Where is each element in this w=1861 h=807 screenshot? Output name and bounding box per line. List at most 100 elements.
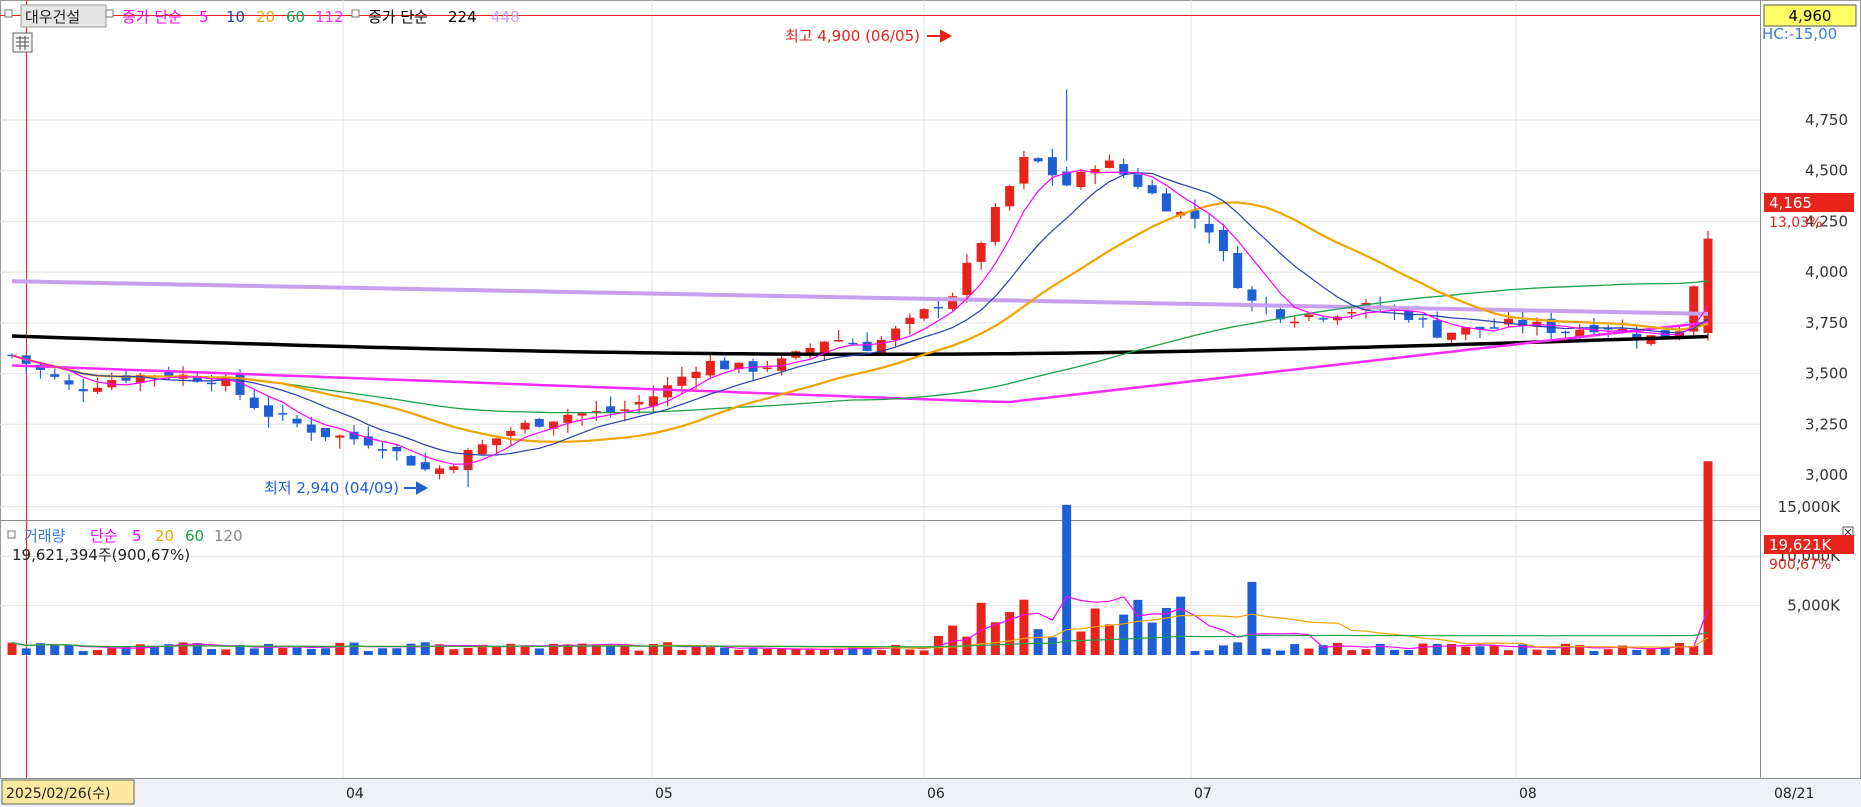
volume-bar	[1489, 645, 1499, 655]
candle-body	[264, 405, 274, 417]
candle-body	[1047, 157, 1057, 176]
candle-body	[1318, 318, 1328, 320]
volume-bar	[449, 649, 459, 655]
volume-bar	[819, 649, 829, 655]
volume-bar	[1560, 643, 1570, 655]
volume-bar	[1589, 651, 1599, 655]
candle-body	[819, 341, 829, 353]
candle-body	[549, 421, 559, 429]
volume-bar	[691, 646, 701, 655]
candle-body	[278, 413, 288, 415]
volume-bar	[7, 642, 17, 655]
candle-body	[1432, 320, 1442, 338]
candle-body	[1275, 309, 1285, 320]
candle-body	[506, 430, 516, 436]
top-price-badge	[1763, 4, 1857, 27]
candle-body	[1005, 186, 1015, 207]
candle-body	[1347, 312, 1357, 314]
candle-body	[492, 438, 502, 446]
volume-ma-label: 단순	[90, 527, 118, 545]
candle-body	[976, 242, 986, 262]
ma5-line	[11, 169, 1709, 465]
vol-ma60-period: 60	[185, 527, 204, 545]
current-volume-text: 19,621,394주(900,67%)	[12, 546, 190, 564]
right-badges: 4,960 HC:-15,00 4,165 13,03% 19,621K 900…	[1762, 4, 1857, 573]
candle-body	[463, 450, 473, 471]
candle-body	[520, 422, 530, 430]
volume-bar	[36, 643, 46, 655]
price-tick-label: 4,000	[1805, 263, 1848, 281]
moving-average-lines	[11, 169, 1709, 465]
volume-bar	[933, 635, 943, 655]
vol-ma120-period: 120	[214, 527, 243, 545]
volume-bar	[506, 643, 516, 655]
volume-label: 거래량	[24, 527, 66, 545]
volume-toggle-icon[interactable]	[7, 530, 16, 539]
candle-body	[1575, 329, 1585, 337]
ma-label: 종가 단순	[122, 8, 182, 26]
price-tick-label: 4,750	[1805, 111, 1848, 129]
ma-toggle-icon[interactable]	[105, 9, 114, 18]
high-annotation: 최고 4,900 (06/05)	[785, 27, 953, 45]
volume-bar	[976, 602, 986, 655]
volume-bar	[720, 647, 730, 655]
candle-body	[349, 431, 359, 440]
ma448-period: 448	[491, 8, 520, 26]
ma-long-toggle-icon[interactable]	[351, 9, 360, 18]
candle-body	[1503, 318, 1513, 325]
volume-tick-label: 15,000K	[1778, 498, 1841, 516]
volume-bar	[620, 645, 630, 655]
candle-body	[577, 413, 587, 416]
candle-body	[78, 389, 88, 392]
volume-bar	[876, 650, 886, 655]
volume-bar	[335, 642, 345, 655]
vol-ma20-period: 20	[155, 527, 174, 545]
volume-bar	[1119, 614, 1129, 655]
candle-body	[905, 317, 915, 324]
candle-body	[948, 296, 958, 310]
volume-bar	[534, 648, 544, 655]
legend-toggle-icon[interactable]	[4, 9, 13, 18]
candle-body	[563, 414, 573, 423]
candle-body	[1190, 210, 1200, 219]
candle-body	[876, 339, 886, 354]
volume-bar	[1674, 643, 1684, 655]
candle-body	[363, 436, 373, 446]
candle-body	[207, 382, 217, 385]
candle-body	[648, 396, 658, 407]
candle-body	[1560, 331, 1570, 334]
volume-bar	[406, 643, 416, 655]
time-axis-bg	[0, 778, 1861, 807]
candle-body	[1076, 171, 1086, 188]
candle-body	[1161, 193, 1171, 212]
volume-bar	[1703, 461, 1713, 655]
volume-bar	[178, 642, 188, 655]
high-arrow-icon	[927, 29, 953, 43]
price-tick-label: 3,250	[1805, 415, 1848, 433]
volume-bar	[1218, 645, 1228, 655]
volume-bar	[762, 648, 772, 655]
candle-body	[1632, 333, 1642, 340]
volume-bar	[1375, 643, 1385, 655]
candle-body	[1304, 314, 1314, 318]
volume-bar	[264, 643, 274, 655]
volume-bar	[1617, 645, 1627, 655]
price-tick-label: 3,750	[1805, 314, 1848, 332]
candle-body	[933, 306, 943, 309]
candle-body	[1204, 223, 1214, 233]
volume-bar	[606, 644, 616, 655]
table-view-icon-grid	[16, 36, 29, 50]
volume-bar	[1233, 642, 1243, 655]
volume-bar	[1304, 648, 1314, 655]
volume-bar	[834, 648, 844, 655]
volume-bar	[1261, 648, 1271, 655]
price-tick-label: 4,250	[1805, 212, 1848, 230]
volume-bar	[1446, 643, 1456, 655]
low-arrow-icon	[404, 481, 429, 495]
volume-bar	[520, 646, 530, 655]
volume-bar	[135, 644, 145, 655]
candle-body	[834, 340, 844, 342]
volume-bar	[221, 649, 231, 655]
candle-body	[777, 358, 787, 371]
